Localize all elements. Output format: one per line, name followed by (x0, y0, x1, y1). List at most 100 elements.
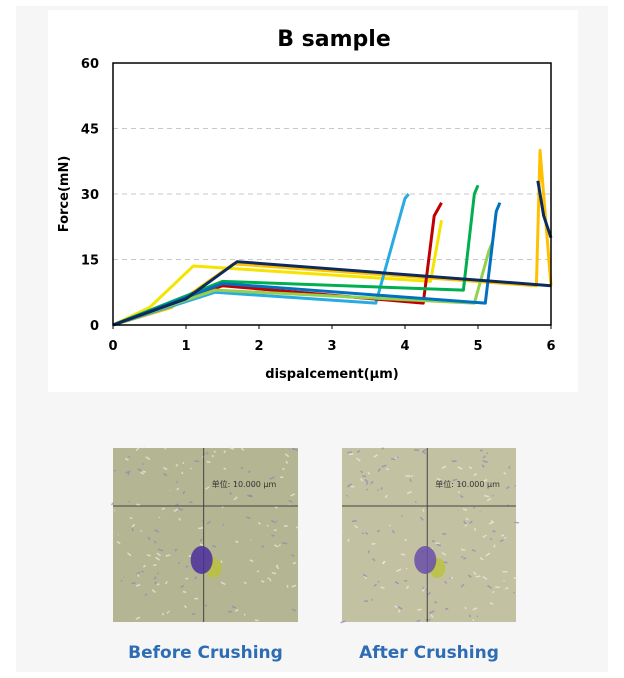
texture (380, 487, 383, 490)
texture (472, 607, 478, 611)
texture (147, 536, 151, 541)
texture (462, 508, 468, 512)
texture (371, 542, 376, 546)
texture (396, 455, 400, 459)
texture (234, 609, 239, 612)
x-tick-label: 4 (400, 339, 409, 354)
texture (275, 565, 280, 570)
texture (410, 474, 414, 478)
texture (198, 527, 204, 530)
texture (483, 478, 488, 482)
texture (405, 585, 410, 590)
texture (409, 478, 412, 482)
texture (146, 554, 151, 557)
texture (345, 494, 348, 497)
texture (223, 450, 226, 454)
texture (162, 612, 165, 616)
texture (465, 517, 469, 521)
texture (483, 494, 490, 498)
image-caption: After Crushing (359, 643, 499, 663)
texture (128, 455, 131, 458)
texture (142, 564, 146, 568)
texture (372, 558, 376, 562)
texture (206, 460, 211, 463)
texture (182, 490, 186, 495)
texture (360, 477, 364, 482)
texture (444, 580, 448, 584)
texture (458, 482, 464, 485)
texture (286, 584, 289, 588)
texture (417, 608, 422, 611)
texture (141, 570, 144, 573)
texture (289, 448, 295, 451)
texture (364, 575, 367, 580)
texture (116, 540, 121, 545)
texture (180, 584, 185, 589)
texture (360, 470, 364, 474)
texture (362, 573, 368, 578)
y-axis-label: Force(mN) (57, 156, 72, 233)
texture (136, 503, 141, 506)
texture (443, 561, 448, 564)
texture (249, 559, 254, 563)
texture (482, 534, 487, 539)
texture (505, 486, 510, 490)
texture (270, 519, 276, 524)
texture (203, 452, 206, 455)
texture (269, 476, 276, 480)
texture (269, 578, 272, 582)
texture (405, 567, 408, 570)
texture (401, 515, 404, 517)
texture (473, 506, 476, 509)
texture (273, 529, 277, 532)
texture (486, 497, 492, 502)
y-tick-label: 15 (81, 254, 99, 269)
texture (135, 447, 140, 452)
texture (285, 460, 289, 464)
texture (380, 586, 385, 589)
texture (365, 531, 369, 535)
texture (175, 463, 179, 467)
texture (463, 556, 467, 560)
texture (429, 610, 435, 614)
texture (206, 451, 209, 455)
texture (261, 580, 265, 583)
texture (227, 610, 233, 613)
x-tick-label: 1 (181, 339, 190, 354)
texture (243, 581, 247, 585)
plot-frame (112, 62, 552, 326)
texture (231, 605, 237, 609)
texture (457, 466, 463, 470)
texture (381, 447, 385, 450)
texture (441, 465, 447, 469)
y-tick-label: 0 (90, 319, 99, 334)
texture (181, 471, 184, 475)
texture (137, 573, 140, 577)
texture (398, 609, 401, 613)
texture (284, 453, 290, 458)
texture (499, 539, 504, 543)
texture (485, 552, 491, 557)
texture (266, 524, 269, 527)
texture (178, 517, 182, 521)
texture (199, 543, 205, 547)
y-tick-label: 45 (81, 123, 99, 138)
texture (441, 552, 447, 556)
texture (142, 445, 146, 449)
texture (129, 517, 133, 520)
texture (233, 481, 238, 484)
particle (414, 546, 437, 574)
texture (340, 620, 346, 624)
texture (460, 583, 465, 588)
x-tick-label: 6 (546, 339, 555, 354)
texture (469, 520, 473, 524)
texture (144, 593, 148, 596)
texture (229, 491, 232, 495)
texture (347, 483, 353, 488)
y-tick-label: 30 (81, 188, 99, 203)
texture (185, 565, 189, 568)
texture (135, 616, 141, 620)
texture (235, 540, 239, 544)
texture (247, 470, 251, 474)
texture (220, 581, 226, 586)
